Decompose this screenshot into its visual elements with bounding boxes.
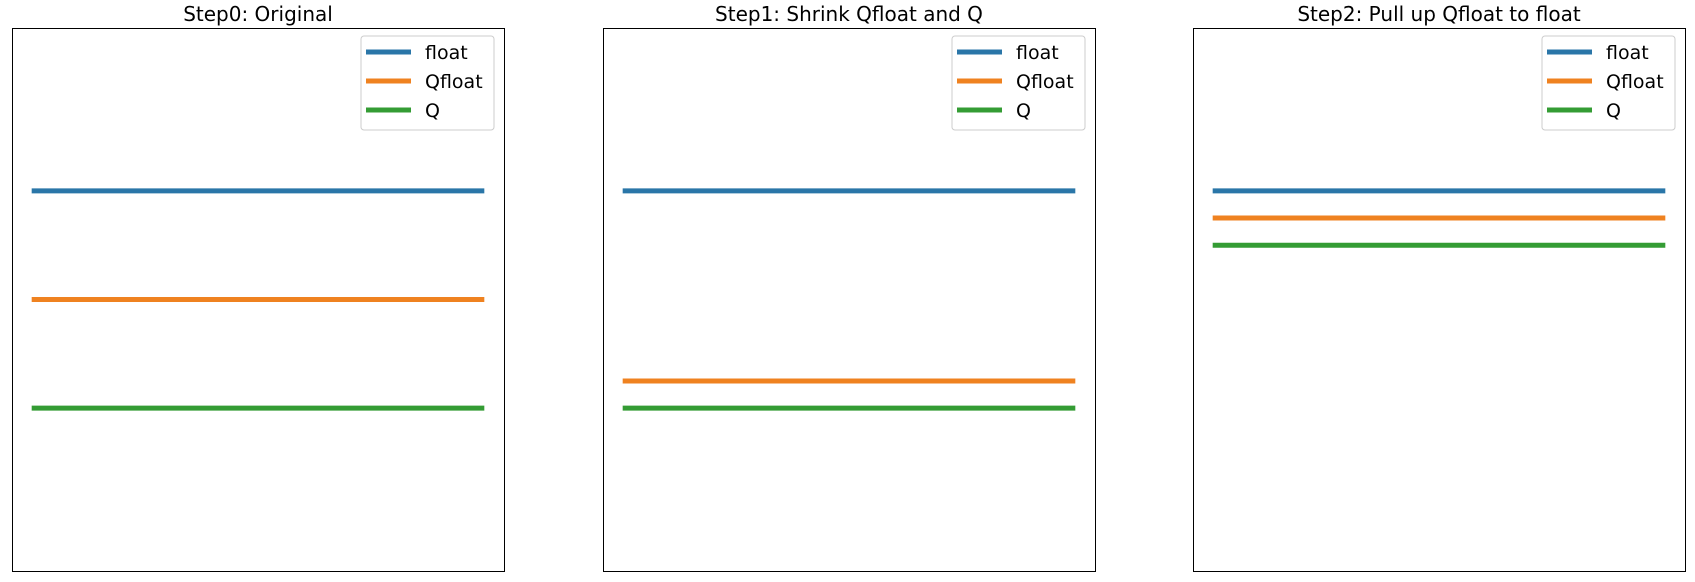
axes-frame — [603, 28, 1096, 572]
legend-label: float — [1606, 42, 1649, 64]
panel-title: Step1: Shrink Qfloat and Q — [715, 2, 983, 26]
legend-label: Qfloat — [1016, 71, 1074, 93]
axes-frame — [12, 28, 505, 572]
legend-label: float — [425, 42, 468, 64]
legend: float Qfloat Q — [951, 35, 1086, 131]
panel-title: Step0: Original — [183, 2, 333, 26]
legend-label: Qfloat — [1606, 71, 1664, 93]
legend-box — [951, 35, 1086, 131]
panel-title: Step2: Pull up Qfloat to float — [1297, 2, 1580, 26]
panel-0: Step0: Original float Qfloat Q — [12, 2, 505, 572]
legend-box — [360, 35, 495, 131]
legend: float Qfloat Q — [360, 35, 495, 131]
legend-label: Q — [1016, 100, 1031, 122]
legend-box — [1541, 35, 1676, 131]
axes-frame — [1193, 28, 1686, 572]
panel-2: Step2: Pull up Qfloat to float float Qfloa… — [1193, 2, 1686, 572]
legend-label: Q — [1606, 100, 1621, 122]
panel-1: Step1: Shrink Qfloat and Q float Qfloat Q — [603, 2, 1096, 572]
legend: float Qfloat Q — [1541, 35, 1676, 131]
legend-label: float — [1016, 42, 1059, 64]
legend-label: Q — [425, 100, 440, 122]
legend-label: Qfloat — [425, 71, 483, 93]
